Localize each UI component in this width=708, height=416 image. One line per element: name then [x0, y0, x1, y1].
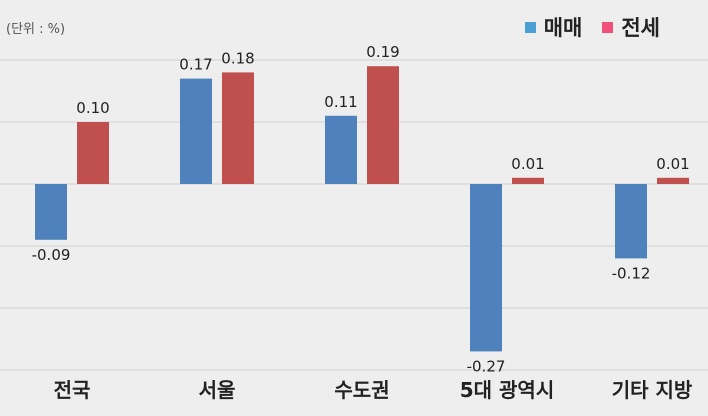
data-label-jeonse: 0.10	[76, 99, 109, 117]
bar-jeonse	[367, 66, 399, 184]
data-label-sale: -0.09	[32, 246, 71, 264]
data-label-sale: -0.12	[612, 264, 651, 282]
bar-jeonse	[512, 177, 544, 184]
bar-jeonse	[657, 177, 689, 184]
legend-item-sale: 매매	[524, 12, 583, 42]
category-label: 기타 지방	[612, 378, 693, 402]
data-label-jeonse: 0.19	[366, 43, 399, 61]
legend-label-jeonse: 전세	[621, 16, 660, 40]
bar-sale	[470, 184, 502, 352]
category-label: 서울	[199, 378, 236, 402]
bar-sale	[325, 115, 357, 184]
legend-swatch-sale	[524, 21, 536, 33]
data-label-jeonse: 0.18	[221, 49, 254, 67]
data-label-sale: 0.17	[179, 56, 212, 74]
bar-sale	[615, 184, 647, 259]
category-label: 5대 광역시	[460, 378, 554, 402]
unit-label: (단위 : %)	[6, 22, 66, 37]
bar-jeonse	[77, 122, 109, 184]
category-label: 수도권	[334, 378, 389, 402]
data-label-jeonse: 0.01	[656, 155, 689, 173]
legend: 매매 전세	[524, 12, 660, 42]
legend-label-sale: 매매	[543, 16, 583, 40]
legend-swatch-jeonse	[602, 21, 614, 33]
bar-jeonse	[222, 72, 254, 184]
data-label-sale: 0.11	[324, 93, 357, 111]
category-label: 전국	[54, 378, 91, 402]
legend-item-jeonse: 전세	[602, 12, 660, 42]
bar-sale	[35, 184, 67, 240]
data-label-sale: -0.27	[467, 357, 506, 375]
bar-sale	[180, 78, 212, 184]
data-label-jeonse: 0.01	[511, 155, 544, 173]
